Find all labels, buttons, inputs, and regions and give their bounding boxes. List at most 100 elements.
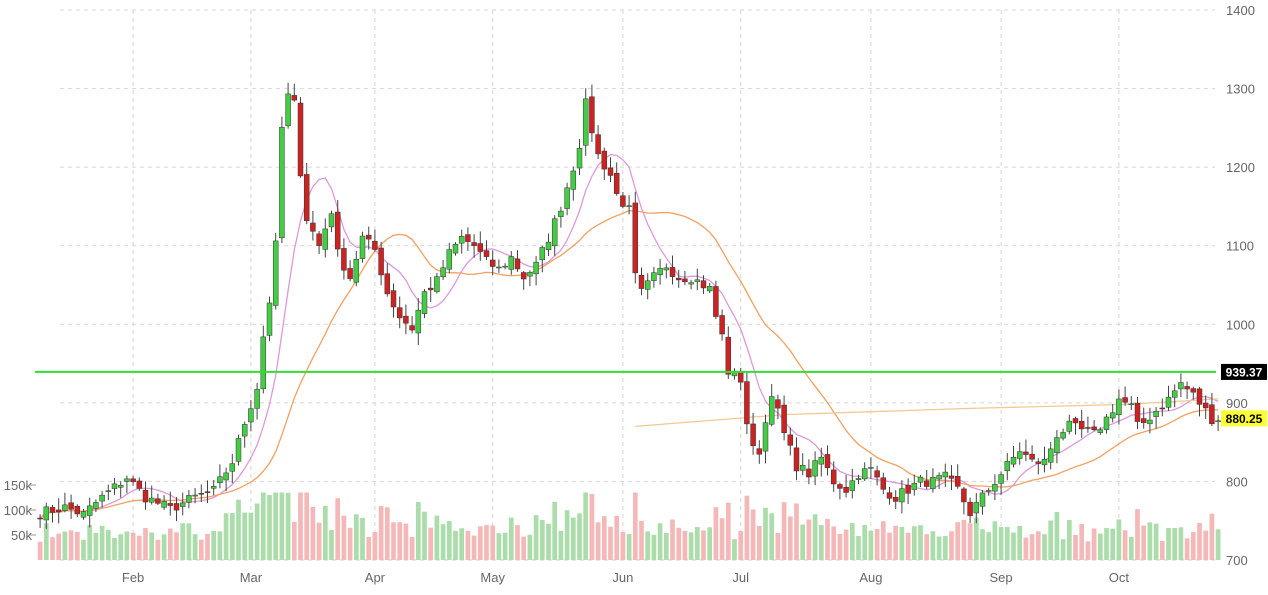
volume-bar: [1172, 528, 1178, 560]
candle: [1140, 407, 1147, 429]
candle-body: [62, 504, 68, 511]
candle-body: [1010, 456, 1017, 465]
volume-bar: [508, 517, 514, 560]
candle-body: [824, 454, 831, 468]
candle: [1091, 420, 1097, 432]
candle: [1035, 458, 1042, 475]
volume-bar: [595, 522, 601, 560]
candle-body: [279, 126, 285, 239]
volume-bar: [825, 518, 830, 560]
candle: [328, 210, 335, 233]
volume-bar: [248, 512, 254, 560]
volume-bar: [601, 516, 607, 560]
volume-bar: [1159, 540, 1165, 560]
candle-body: [1171, 390, 1178, 398]
candle: [768, 384, 775, 427]
x-tick-label: Aug: [859, 570, 882, 585]
candle: [384, 263, 391, 297]
volume-bar: [707, 527, 713, 560]
volume-bar: [980, 529, 985, 560]
candle: [539, 245, 546, 273]
candle-body: [781, 404, 787, 434]
volume-bar: [973, 517, 979, 560]
candle: [43, 502, 50, 529]
candle: [979, 490, 986, 515]
volume-bar: [149, 532, 155, 560]
candle: [551, 215, 558, 256]
candle: [1109, 403, 1116, 423]
candle-body: [93, 502, 99, 509]
candle-body: [750, 423, 756, 446]
volume-bar: [849, 523, 855, 560]
candle: [316, 230, 322, 255]
candle-body: [558, 210, 564, 217]
candle-body: [682, 278, 688, 283]
candle-body: [471, 242, 477, 246]
candle: [285, 82, 291, 129]
volume-bar: [769, 513, 775, 560]
volume-bar: [942, 536, 948, 560]
candle: [173, 497, 180, 522]
candle-body: [465, 234, 471, 242]
candle: [421, 289, 428, 319]
candle: [483, 240, 490, 261]
volume-bar: [1141, 525, 1147, 560]
candle-body: [1153, 411, 1159, 417]
candle: [1010, 445, 1017, 468]
volume-bar: [1153, 523, 1159, 560]
volume-bar: [130, 532, 136, 560]
candle: [341, 238, 347, 280]
candle-body: [1004, 461, 1011, 471]
volume-bar: [124, 531, 130, 560]
level-label-bg: [1221, 410, 1267, 427]
candle: [1016, 442, 1023, 465]
candle-body: [359, 235, 366, 259]
volume-bar: [911, 526, 917, 560]
candle-body: [167, 503, 174, 506]
candle: [874, 465, 880, 486]
candle: [279, 116, 285, 244]
x-tick-label: Jul: [732, 570, 749, 585]
candle-body: [917, 476, 924, 483]
candle: [1153, 407, 1159, 429]
volume-bar: [198, 539, 204, 560]
candle-body: [80, 511, 87, 518]
candle-body: [1147, 419, 1153, 425]
candle: [68, 494, 74, 519]
candle-body: [155, 498, 161, 504]
candle-body: [111, 483, 118, 489]
volume-bar: [589, 493, 595, 560]
volume-bar: [657, 523, 663, 560]
candle-body: [1122, 397, 1128, 403]
candle-body: [198, 493, 205, 495]
axis-labels: 1400 1300 1200 1100 1000 900 800 700 Feb Mar Apr Ma…: [4, 3, 1255, 585]
candle-body: [905, 484, 911, 494]
candle: [706, 283, 713, 294]
candle: [533, 256, 539, 286]
candle-body: [117, 484, 124, 488]
candle: [899, 480, 905, 514]
candle-body: [248, 408, 254, 423]
candle: [427, 277, 434, 302]
candle: [663, 263, 670, 279]
candle: [458, 229, 465, 254]
candle: [1029, 445, 1035, 462]
candle: [124, 475, 130, 494]
candle-body: [328, 213, 335, 228]
candle-body: [644, 280, 651, 290]
candle: [1066, 414, 1073, 435]
volume-bar: [254, 503, 260, 560]
candle: [905, 478, 911, 505]
candle-body: [762, 422, 769, 452]
candle: [80, 508, 87, 520]
candle-body: [496, 266, 502, 269]
candle-body: [942, 471, 949, 478]
candle-body: [1085, 427, 1091, 429]
candle: [719, 309, 725, 341]
candle: [601, 147, 608, 180]
candle-body: [372, 240, 378, 250]
volume-bar: [1097, 533, 1103, 560]
candle-body: [533, 261, 539, 275]
candle-body: [576, 147, 583, 169]
candle: [582, 88, 589, 156]
